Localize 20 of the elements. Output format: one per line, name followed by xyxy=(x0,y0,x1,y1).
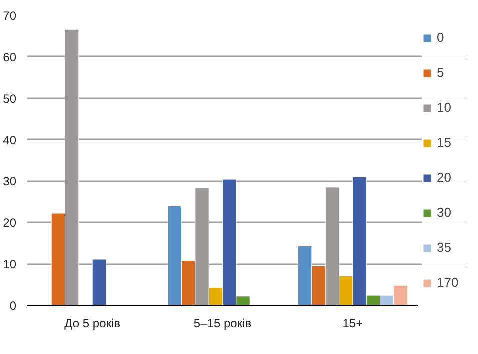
y-tick-label: 50 xyxy=(3,92,17,106)
y-tick-label: 0 xyxy=(10,299,17,313)
x-tick-label: 5–15 років xyxy=(194,316,252,330)
legend-label: 30 xyxy=(437,205,452,220)
y-tick-label: 40 xyxy=(3,133,17,148)
y-tick-label: 60 xyxy=(3,50,17,64)
y-tick-label: 10 xyxy=(3,258,17,272)
legend-label: 0 xyxy=(437,30,446,45)
legend-label: 15 xyxy=(437,135,452,150)
legend-label: 170 xyxy=(437,275,460,290)
y-tick-label: 70 xyxy=(3,9,17,23)
y-tick-label: 20 xyxy=(3,216,17,230)
x-tick-label: До 5 років xyxy=(64,316,121,330)
legend-label: 20 xyxy=(437,170,452,185)
x-tick-label: 15+ xyxy=(342,316,364,330)
legend-label: 10 xyxy=(437,100,452,115)
legend-label: 5 xyxy=(437,65,446,80)
legend-label: 35 xyxy=(437,240,452,255)
bar xyxy=(92,259,107,306)
y-tick-label: 30 xyxy=(3,174,17,189)
